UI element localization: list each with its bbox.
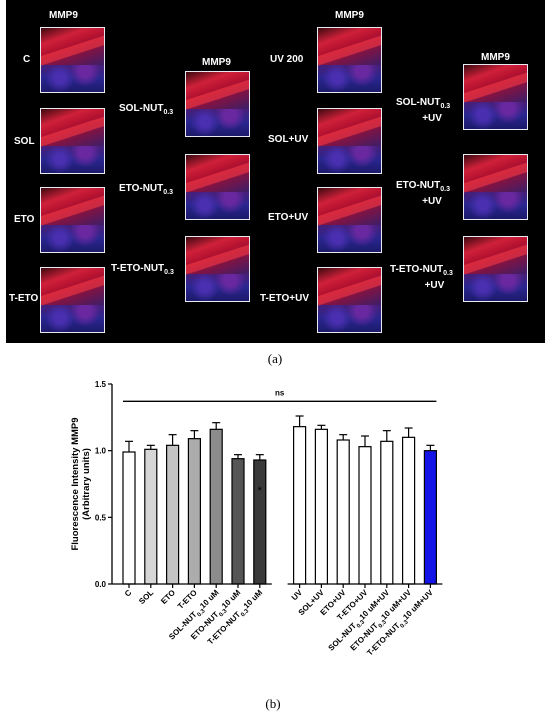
micrograph-eto-nut (185, 154, 250, 220)
label-eto-nut-uv: ETO-NUT0.3 +UV (396, 180, 450, 207)
y-axis-label-units: (Arbitrary units) (81, 448, 92, 520)
bar-0 (122, 451, 136, 585)
label-teto: T-ETO (9, 293, 39, 304)
label-eto-nut: ETO-NUT0.3 (119, 183, 173, 196)
bar-chart: 0.0 0.5 1.0 1.5 Fluorescence Intensity MMP9(… (70, 380, 443, 658)
micrograph-teto-uv (317, 267, 382, 333)
column-header-3: MMP9 (335, 10, 364, 21)
micrograph-uv200 (317, 27, 382, 93)
bar-10 (358, 446, 372, 585)
micrograph-teto-nut-uv (463, 236, 528, 302)
micrograph-sol-nut-uv (463, 64, 528, 130)
micrograph-eto-uv (317, 187, 382, 253)
label-sol-nut-uv: SOL-NUT0.3 +UV (396, 97, 451, 124)
x-tick-label-1: SOL (137, 588, 155, 606)
label-teto-uv: T-ETO+UV (260, 293, 309, 304)
micrograph-c (40, 27, 105, 93)
bar-5 (231, 458, 245, 585)
bar-1 (144, 448, 158, 585)
panel-a-caption: (a) (267, 351, 283, 366)
label-sol-nut: SOL-NUT0.3 (119, 103, 174, 116)
y-axis-label: Fluorescence Intensity MMP9 (70, 417, 81, 550)
x-tick-label-7: UV (290, 588, 305, 603)
bar-4 (209, 428, 223, 585)
y-tick-label-1: 0.5 (95, 513, 107, 522)
micrograph-eto-nut-uv (463, 154, 528, 220)
micrograph-sol-uv (317, 108, 382, 174)
label-c: C (23, 54, 31, 65)
y-tick-label-3: 1.5 (95, 380, 107, 389)
chart-layer: 0.0 0.5 1.0 1.5 Fluorescence Intensity MMP9(… (70, 380, 443, 658)
bar-11 (380, 440, 394, 585)
bar-8 (314, 428, 328, 585)
label-eto-uv: ETO+UV (268, 212, 309, 223)
bar-7 (293, 426, 307, 585)
label-teto-nut: T-ETO-NUT0.3 (111, 263, 174, 276)
bar-13 (423, 450, 437, 585)
significance-star: * (258, 485, 263, 497)
y-tick-label-0: 0.0 (95, 580, 107, 589)
bar-6 (253, 459, 267, 585)
x-tick-label-3: T-ETO (176, 588, 199, 611)
label-teto-nut-uv: T-ETO-NUT0.3 +UV (390, 264, 453, 291)
significance-label: ns (275, 388, 285, 397)
bar-2 (166, 444, 180, 585)
label-uv200: UV 200 (270, 54, 304, 65)
panel-b-caption: (b) (265, 696, 281, 711)
micrograph-panel: MMP9 MMP9 MMP9 MMP9 C SOL ETO T-ETO SOL-… (6, 0, 545, 343)
label-eto: ETO (14, 214, 35, 225)
x-tick-label-0: C (123, 588, 134, 599)
label-sol-uv: SOL+UV (268, 134, 309, 145)
micrograph-eto (40, 187, 105, 253)
micrograph-sol-nut (185, 71, 250, 137)
micrograph-teto (40, 267, 105, 333)
bar-9 (336, 439, 350, 585)
micrograph-sol (40, 108, 105, 174)
micrograph-teto-nut (185, 236, 250, 302)
label-sol: SOL (14, 136, 35, 147)
bar-12 (402, 436, 416, 585)
bar-3 (187, 438, 201, 585)
column-header-4: MMP9 (481, 52, 510, 63)
column-header-1: MMP9 (49, 10, 78, 21)
y-tick-label-2: 1.0 (95, 447, 107, 456)
x-tick-label-2: ETO (159, 588, 177, 606)
column-header-2: MMP9 (202, 57, 231, 68)
